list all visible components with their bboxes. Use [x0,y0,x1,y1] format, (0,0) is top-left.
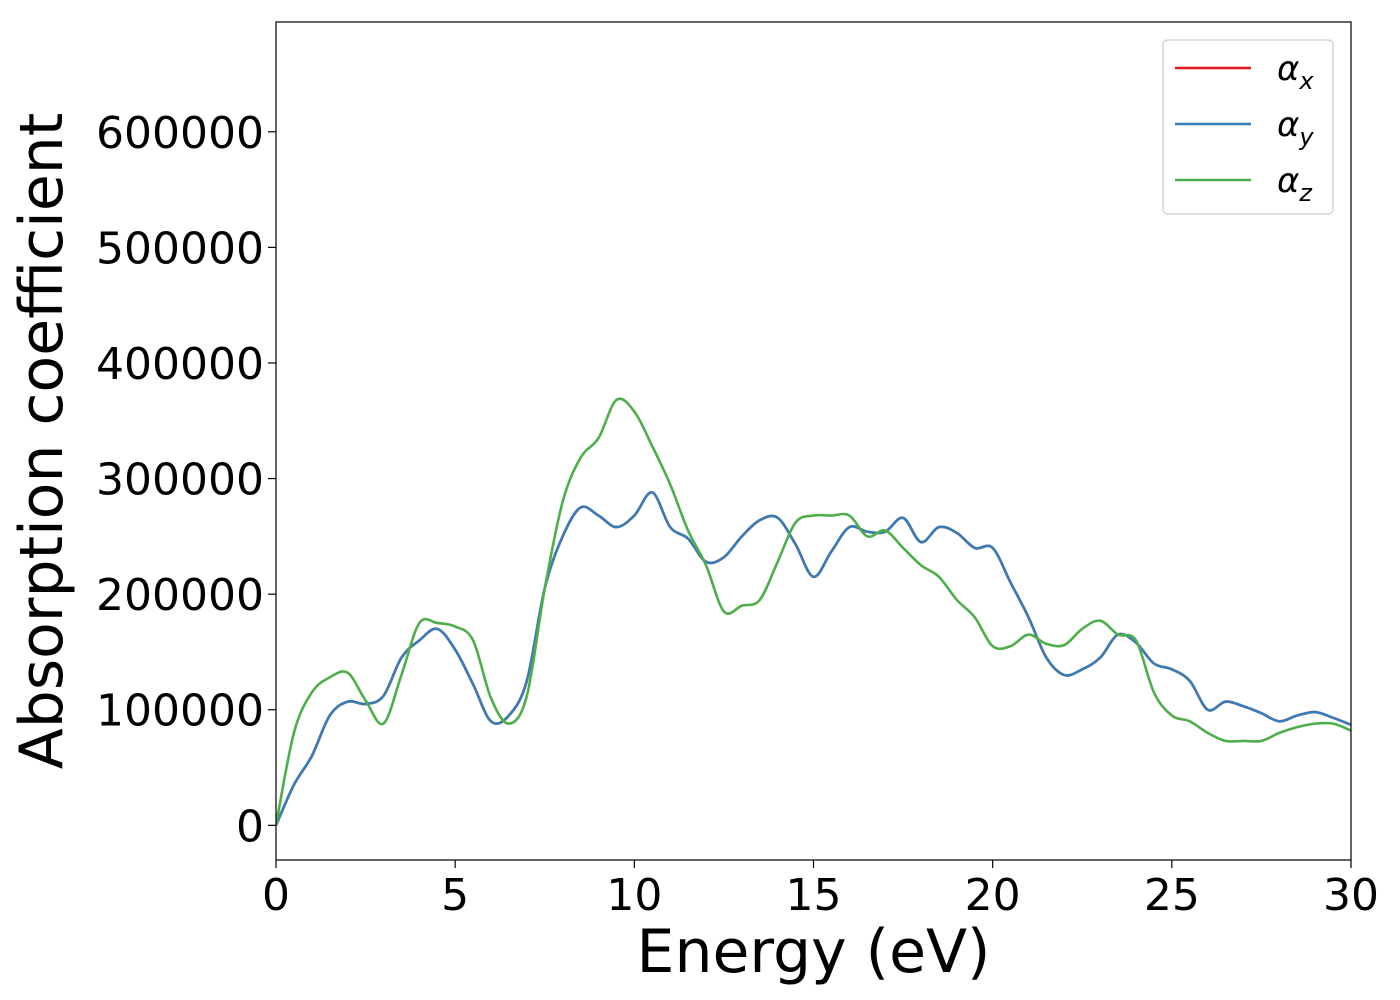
y-tick-label: 0 [236,801,264,852]
y-tick-label: 300000 [96,455,264,506]
x-tick-label: 5 [441,870,469,921]
series-line-y [276,491,1351,826]
series-layer [276,397,1351,826]
x-axis-label: Energy (eV) [637,917,991,987]
x-tick-label: 15 [786,870,842,921]
x-tick-label: 30 [1323,870,1379,921]
legend: αx αy αz [1162,39,1334,215]
legend-label-z: αz [1277,161,1313,207]
y-tick-label: 400000 [96,339,264,390]
x-tick-label: 10 [606,870,662,921]
legend-box [1162,39,1334,215]
x-axis: 0 5 10 15 20 25 30 [262,860,1379,921]
legend-label-y: αy [1277,105,1314,151]
y-tick-label: 200000 [96,570,264,621]
series-line-z [276,397,1351,826]
y-axis-label: Absorption coefficient [7,113,77,770]
legend-label-x: αx [1277,49,1314,95]
y-tick-label: 600000 [96,108,264,159]
y-tick-label: 100000 [96,686,264,737]
x-tick-label: 25 [1144,870,1200,921]
y-axis: 0 100000 200000 300000 400000 500000 600000 [96,108,276,852]
y-tick-label: 500000 [96,223,264,274]
x-tick-label: 0 [262,870,290,921]
series-line-x [276,491,1351,826]
x-tick-label: 20 [965,870,1021,921]
